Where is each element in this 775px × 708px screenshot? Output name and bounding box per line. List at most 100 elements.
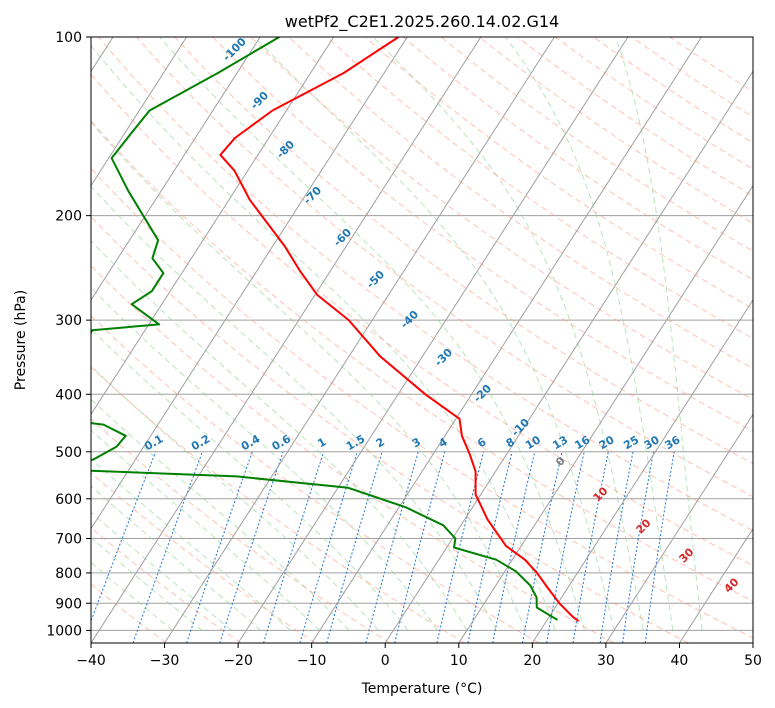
- isotherm: [91, 37, 261, 301]
- moist-adiabat: [615, 37, 703, 631]
- moist-adiabat: [91, 537, 203, 631]
- isotherm: [311, 37, 702, 643]
- dry-adiabat: [212, 37, 753, 432]
- moist-adiabat: [159, 37, 586, 631]
- x-tick-label: 0: [381, 653, 390, 669]
- mixing-ratio-line: [546, 451, 585, 643]
- mixing-ratio-line: [132, 451, 203, 643]
- dry-adiabat-label: 40: [722, 575, 742, 595]
- dry-adiabat-label: -50: [364, 268, 387, 291]
- mixing-ratio-label: 16: [573, 433, 593, 452]
- isotherm: [164, 37, 555, 643]
- dry-adiabat: [91, 120, 753, 602]
- dry-adiabat: [91, 264, 614, 643]
- y-tick-label: 700: [55, 532, 82, 548]
- moist-adiabat: [91, 121, 527, 631]
- moist-adiabat: [91, 398, 350, 631]
- dry-adiabat-label: -20: [471, 382, 494, 405]
- mixing-ratio-line: [492, 451, 536, 643]
- mixing-ratio-label: 30: [642, 433, 662, 452]
- x-tick-label: −30: [150, 653, 180, 669]
- x-tick-label: −20: [223, 653, 253, 669]
- y-tick-label: 100: [55, 30, 82, 46]
- dry-adiabat-label: -70: [301, 184, 324, 207]
- y-tick-label: 400: [55, 387, 82, 403]
- x-tick-label: 10: [450, 653, 468, 669]
- mixing-ratio-line: [467, 451, 513, 643]
- plot-frame: [90, 36, 754, 644]
- mixing-ratio-line: [599, 451, 634, 643]
- moist-adiabats: [91, 37, 703, 631]
- mixing-ratio-line: [522, 451, 563, 643]
- dry-adiabat-label: 20: [634, 516, 654, 536]
- dry-adiabat: [91, 527, 242, 643]
- dry-adiabat: [250, 37, 753, 401]
- dry-adiabat: [516, 37, 753, 197]
- dry-adiabat: [91, 315, 540, 643]
- y-tick-label: 1000: [46, 623, 82, 639]
- dewpoint-profile: [91, 37, 559, 621]
- y-tick-label: 200: [55, 209, 82, 225]
- dry-adiabat: [91, 418, 391, 643]
- chart-title: wetPf2_C2E1.2025.260.14.02.G14: [285, 12, 559, 32]
- y-tick-label: 600: [55, 492, 82, 508]
- moist-adiabat: [254, 37, 615, 631]
- mixing-ratio-label: 1: [315, 435, 328, 450]
- mixing-ratio-lines: [91, 451, 675, 643]
- isotherm: [605, 413, 753, 643]
- moist-adiabat: [91, 429, 321, 631]
- dry-adiabat: [98, 37, 753, 532]
- skewed-isotherms: [91, 37, 753, 643]
- mixing-ratio-line: [219, 451, 284, 643]
- dry-adiabat-label: -90: [248, 89, 271, 112]
- dry-adiabat-label: 30: [677, 545, 697, 565]
- mixing-ratio-line: [622, 451, 654, 643]
- mixing-ratio-label: 25: [621, 433, 641, 452]
- dry-adiabat: [136, 37, 753, 498]
- y-tick-label: 300: [55, 313, 82, 329]
- x-axis-ticks: −40 −30 −20 −10 0 10 20 30 40 50: [76, 643, 762, 669]
- mixing-ratio-label: 8: [504, 435, 517, 450]
- mixing-ratio-label: 1.5: [344, 432, 367, 453]
- isotherm: [91, 37, 408, 530]
- dry-adiabat: [288, 37, 753, 370]
- x-tick-label: −40: [76, 653, 106, 669]
- mixing-ratio-label: 20: [597, 433, 617, 452]
- mixing-ratio-line: [436, 451, 485, 643]
- moist-adiabat: [91, 287, 438, 631]
- isotherm: [91, 37, 482, 643]
- isotherm: [752, 642, 753, 643]
- pressure-gridlines: [91, 37, 753, 631]
- y-axis-ticks: 100 200 300 400 500 600 700 800 900 1000: [46, 30, 91, 639]
- moist-adiabat: [91, 458, 291, 631]
- y-tick-label: 900: [55, 596, 82, 612]
- temperature-profile: [219, 37, 580, 623]
- mixing-ratio-label: 0.1: [142, 432, 165, 453]
- moist-adiabat: [372, 37, 644, 631]
- y-tick-label: 500: [55, 445, 82, 461]
- dry-adiabats: [91, 37, 753, 643]
- mixing-ratio-label: 10: [523, 433, 543, 452]
- dry-adiabat: [174, 37, 753, 465]
- y-tick-label: 800: [55, 566, 82, 582]
- dry-adiabat: [91, 167, 753, 639]
- dry-adiabat: [326, 37, 753, 339]
- moist-adiabat: [91, 485, 262, 631]
- mixing-ratio-label: 4: [436, 435, 449, 450]
- moist-adiabat: [91, 561, 173, 631]
- isotherm: [91, 37, 335, 416]
- sounding-series: [91, 37, 580, 623]
- mixing-ratio-line: [394, 451, 446, 643]
- isotherm: [91, 37, 188, 187]
- moist-adiabat: [504, 37, 674, 631]
- mixing-ratio-line: [263, 451, 325, 643]
- x-tick-label: 40: [671, 653, 689, 669]
- plot-area: 0.1 0.2 0.4 0.6 1 1.5 2 3 4 6 8 10 13 16 20 25 30 36-100-…: [91, 37, 753, 643]
- isotherm: [237, 37, 629, 643]
- moist-adiabat: [91, 44, 556, 631]
- x-axis-label: Temperature (°C): [361, 681, 483, 697]
- isotherm: [679, 527, 753, 643]
- dry-adiabat: [440, 37, 753, 252]
- isotherm: [531, 299, 753, 643]
